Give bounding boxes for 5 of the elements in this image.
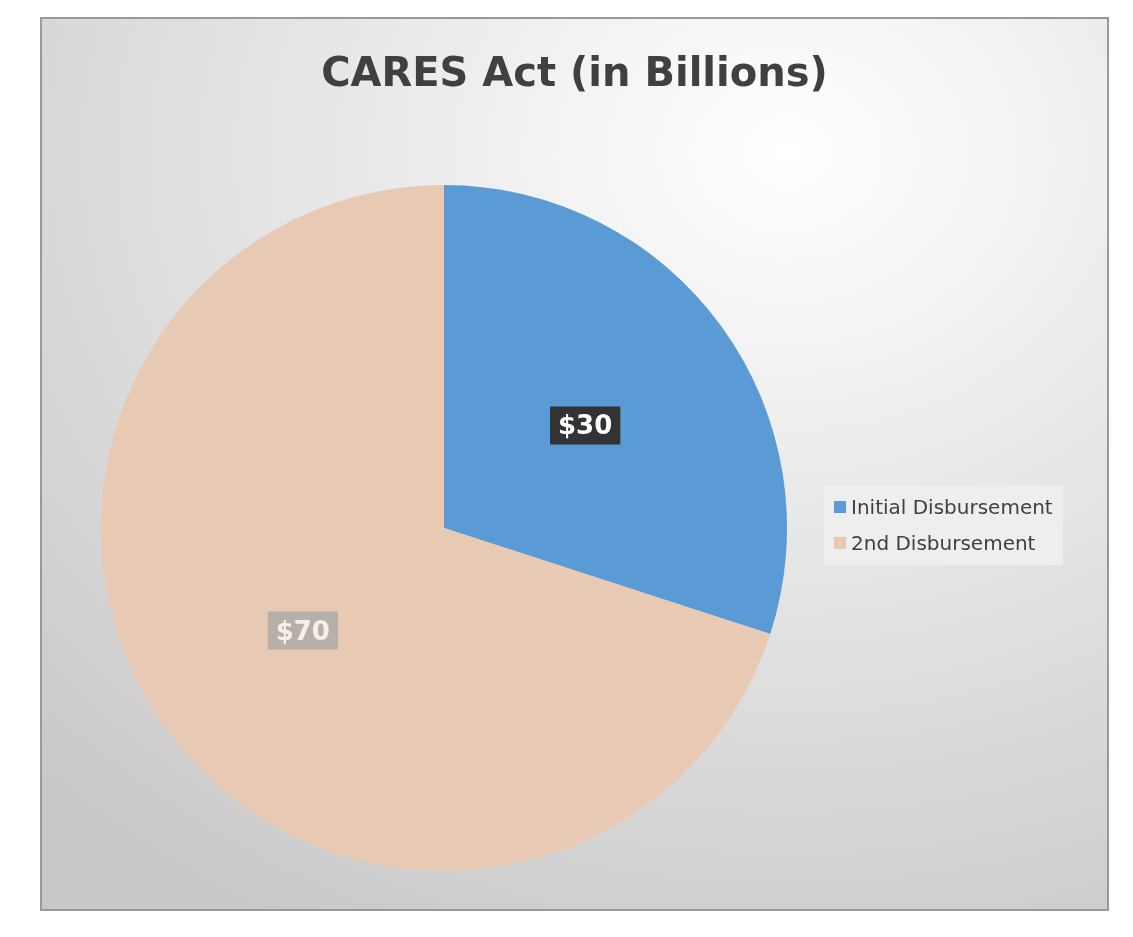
legend-label: Initial Disbursement [851, 495, 1053, 519]
data-label: $30 [558, 410, 613, 441]
chart-title: CARES Act (in Billions) [321, 49, 828, 95]
legend-label: 2nd Disbursement [851, 531, 1036, 555]
data-label: $70 [275, 615, 330, 646]
